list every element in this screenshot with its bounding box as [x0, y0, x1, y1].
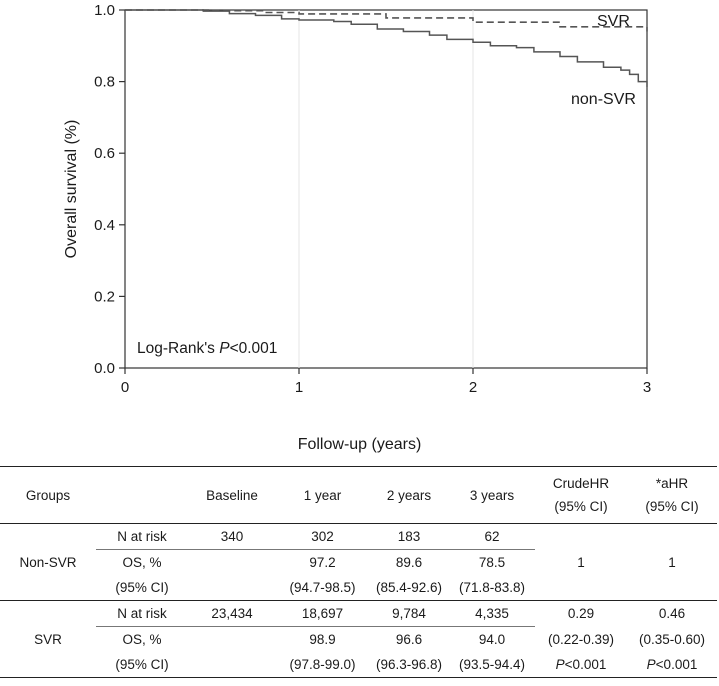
header-2-years: 2 years [369, 466, 449, 524]
x-axis-label: Follow-up (years) [297, 436, 422, 453]
y-tick-label: 0.4 [94, 217, 115, 234]
y-tick-label: 0.2 [94, 288, 115, 305]
header-1-year: 1 year [276, 466, 369, 524]
svr-crude-p: P<0.001 [535, 652, 627, 678]
x-tick-label: 0 [121, 379, 129, 396]
group-svr: SVR [0, 600, 96, 678]
plot-area [124, 9, 648, 369]
log-rank-annotation: Log-Rank's P<0.001 [137, 340, 277, 357]
nonsvr-ahr: 1 [668, 554, 676, 570]
svr-curve-label: SVR [597, 13, 630, 30]
y-axis-label: Overall survival (%) [63, 120, 80, 259]
group-nonsvr: Non-SVR [19, 554, 77, 570]
table-row: (95% CI) (97.8-99.0) (96.3-96.8) (93.5-9… [0, 652, 717, 678]
table-row: (95% CI) (94.7-98.5) (85.4-92.6) (71.8-8… [115, 580, 526, 595]
survival-table: Groups Baseline 1 year 2 years 3 years C… [0, 466, 717, 678]
svr-ahr: 0.46 [627, 600, 717, 627]
y-tick-label: 0.6 [94, 145, 115, 162]
header-ahr: *aHR (95% CI) [627, 466, 717, 524]
header-baseline: Baseline [188, 466, 276, 524]
nonsvr-curve-label: non-SVR [571, 91, 636, 108]
nonsvr-crude-hr: 1 [577, 554, 585, 570]
table-row: OS, % 97.2 89.6 78.5 [122, 555, 506, 570]
svr-ahr-p: P<0.001 [627, 652, 717, 678]
table-row: Non-SVR N at risk 340 302 183 62 1 1 [0, 523, 717, 570]
x-tick-label: 3 [643, 379, 651, 396]
header-3-years: 3 years [449, 466, 535, 524]
y-tick-label: 0.8 [94, 74, 115, 91]
table-header-row: Groups Baseline 1 year 2 years 3 years C… [0, 466, 717, 524]
y-tick-label: 0.0 [94, 360, 115, 377]
y-tick-label: 1.0 [94, 2, 115, 19]
x-tick-label: 2 [469, 379, 477, 396]
header-crude-hr: CrudeHR (95% CI) [535, 466, 627, 524]
svr-crude-hr: 0.29 [535, 600, 627, 627]
km-survival-chart: 0.0 0.2 0.4 0.6 0.8 1.0 0 1 2 3 Overall survival… [63, 2, 651, 396]
table-row: SVR N at risk 23,434 18,697 9,784 4,335 … [0, 600, 717, 678]
table-row: OS, % 98.9 96.6 94.0 (0.22-0.39) (0.35-0… [122, 631, 706, 647]
x-tick-label: 1 [295, 379, 303, 396]
nonsvr-survival-curve [125, 9, 648, 87]
header-groups: Groups [0, 466, 96, 524]
